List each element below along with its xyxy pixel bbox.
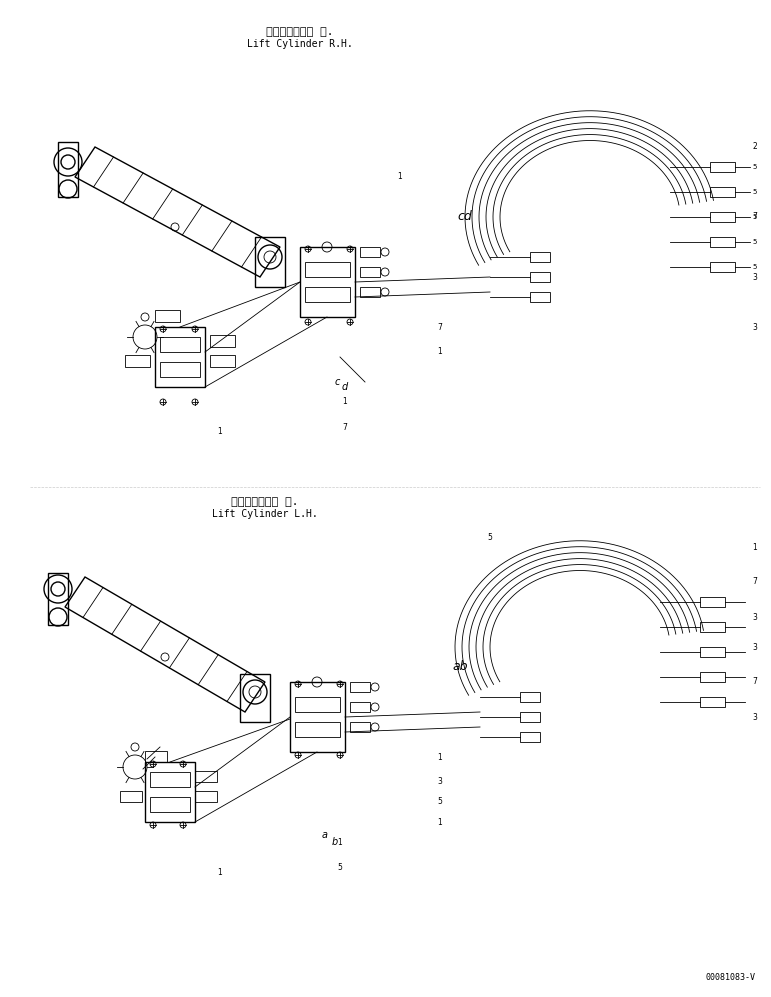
Text: 7: 7 [752,577,757,586]
Bar [240,674,270,722]
Bar [125,355,150,367]
Bar [360,267,380,277]
Bar [210,335,235,347]
Bar [520,692,540,702]
Text: 1: 1 [752,542,757,551]
Bar [700,672,725,682]
Text: 1: 1 [338,837,342,846]
Text: 7: 7 [752,212,757,221]
Bar [150,772,190,787]
Text: 5: 5 [487,532,493,541]
Text: 1: 1 [438,348,443,357]
Bar [300,247,355,317]
Bar [360,287,380,297]
Bar [530,292,550,302]
Text: ab: ab [453,660,468,674]
Text: 3: 3 [752,642,757,651]
Bar [210,355,235,367]
Text: 7: 7 [342,423,348,432]
Bar [710,187,735,197]
Bar [520,712,540,722]
Bar [710,162,735,172]
Bar [295,722,340,737]
Text: cd: cd [458,210,473,223]
Text: 5: 5 [752,189,756,195]
Text: 1: 1 [342,398,348,407]
Bar [195,771,217,782]
Bar [255,237,285,287]
Bar [155,310,180,322]
Bar [710,212,735,222]
Text: リフトシリンダ 右.: リフトシリンダ 右. [266,27,334,37]
Text: Lift Cylinder L.H.: Lift Cylinder L.H. [212,509,318,519]
Text: 00081083-V: 00081083-V [705,973,755,982]
Text: a: a [322,830,328,840]
Bar [145,762,195,822]
Bar [710,237,735,247]
Bar [530,272,550,282]
Bar [305,287,350,302]
Text: 5: 5 [438,798,443,807]
Bar [120,791,142,802]
Text: 7: 7 [438,322,443,331]
Bar [700,597,725,607]
Bar [305,262,350,277]
Bar [350,682,370,692]
Bar [290,682,345,752]
Text: 5: 5 [752,214,756,220]
Bar [360,247,380,257]
Bar [150,797,190,812]
Text: b: b [332,837,338,847]
Bar [48,573,68,625]
Bar [530,252,550,262]
Bar [58,142,78,197]
Text: 5: 5 [338,862,342,871]
Bar [700,622,725,632]
Text: 1: 1 [217,867,222,876]
Text: 3: 3 [752,612,757,621]
Text: Lift Cylinder R.H.: Lift Cylinder R.H. [247,39,353,49]
Bar [700,647,725,657]
Bar [160,362,200,377]
Bar [710,262,735,272]
Bar [145,751,167,762]
Bar [700,697,725,707]
Text: 1: 1 [398,172,402,181]
Text: c: c [335,377,340,387]
Bar [350,702,370,712]
Bar [350,722,370,732]
Bar [160,337,200,352]
Text: 3: 3 [752,713,757,722]
Text: 2: 2 [752,143,757,152]
Text: 3: 3 [438,778,443,787]
Text: 5: 5 [752,164,756,170]
Bar [520,732,540,742]
Text: リフトシリンダ 左.: リフトシリンダ 左. [231,497,298,507]
Text: 1: 1 [438,753,443,762]
Text: 5: 5 [752,239,756,245]
Bar [295,697,340,712]
Text: 3: 3 [752,322,757,331]
Text: 3: 3 [752,272,757,281]
Bar [195,791,217,802]
Text: 1: 1 [217,428,222,437]
Text: 1: 1 [438,818,443,827]
Bar [155,327,205,387]
Text: d: d [342,382,348,392]
Text: 7: 7 [752,678,757,687]
Text: 5: 5 [752,264,756,270]
